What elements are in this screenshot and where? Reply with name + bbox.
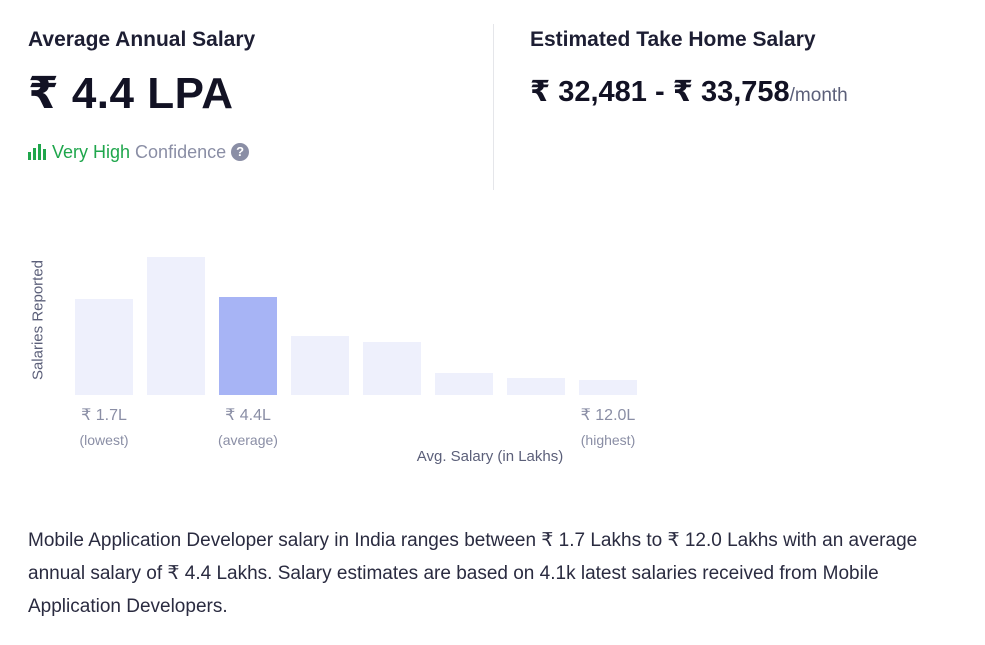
histogram-bar	[363, 342, 421, 395]
salary-description: Mobile Application Developer salary in I…	[28, 530, 918, 617]
confidence-indicator: Very High Confidence ?	[28, 140, 468, 164]
confidence-label: Confidence	[135, 142, 227, 162]
histogram-bar	[291, 336, 349, 395]
average-salary-title: Average Annual Salary	[28, 28, 256, 51]
x-axis-label: Avg. Salary (in Lakhs)	[416, 448, 564, 465]
confidence-level: Very High	[52, 142, 131, 162]
take-home-card: Estimated Take Home Salary ₹ 32,481 - ₹ …	[530, 26, 960, 116]
y-axis-label: Salaries Reported	[27, 250, 49, 390]
x-tick-label: ₹ 12.0L (highest)	[553, 406, 663, 450]
x-tick-label: ₹ 4.4L (average)	[193, 406, 303, 450]
y-axis-label-text: Salaries Reported	[29, 259, 47, 381]
histogram-bar	[507, 378, 565, 395]
x-tick-sublabel: (lowest)	[79, 432, 129, 448]
histogram-bar	[435, 373, 493, 395]
average-salary-value: ₹ 4.4 LPA	[28, 69, 234, 118]
histogram-bar	[219, 297, 277, 395]
take-home-title: Estimated Take Home Salary	[530, 28, 816, 51]
x-tick-value: ₹ 4.4L	[225, 407, 271, 424]
histogram-bar	[75, 299, 133, 395]
card-divider	[493, 24, 494, 190]
histogram-bar	[147, 257, 205, 395]
histogram-bar	[579, 380, 637, 395]
x-tick-sublabel: (average)	[218, 432, 278, 448]
help-icon[interactable]: ?	[231, 143, 250, 161]
salary-distribution-chart: Salaries Reported ₹ 1.7L (lowest) ₹ 4.4L (a…	[20, 230, 660, 470]
take-home-unit: /month	[789, 85, 848, 106]
take-home-range-value: ₹ 32,481 - ₹ 33,758	[530, 76, 790, 108]
chart-plot-area	[75, 230, 640, 395]
average-salary-card: Average Annual Salary ₹ 4.4 LPA Very Hig…	[28, 26, 468, 164]
x-tick-sublabel: (highest)	[580, 432, 636, 448]
x-tick-value: ₹ 1.7L	[81, 407, 127, 424]
x-tick-value: ₹ 12.0L	[580, 407, 636, 424]
take-home-range: ₹ 32,481 - ₹ 33,758/month	[530, 72, 960, 116]
x-tick-label: ₹ 1.7L (lowest)	[49, 406, 159, 450]
signal-bars-icon	[28, 144, 46, 160]
